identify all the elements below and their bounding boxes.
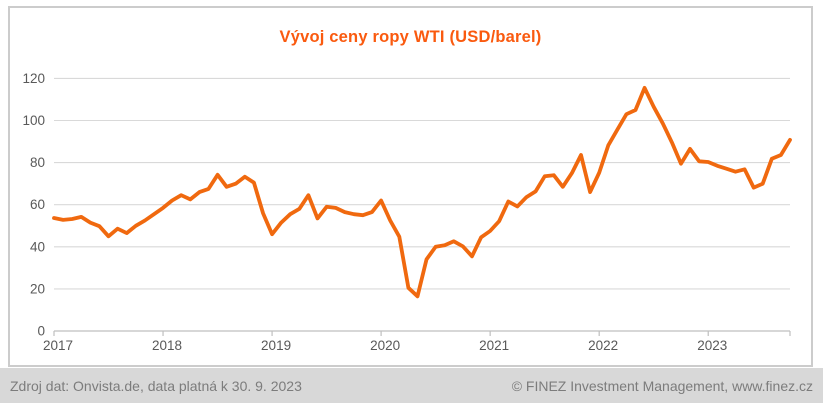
footer-copyright-text: © FINEZ Investment Management, www.finez… bbox=[511, 377, 813, 394]
price-line bbox=[52, 86, 792, 299]
y-axis-tick-label: 80 bbox=[30, 155, 45, 170]
y-axis-tick-label: 40 bbox=[30, 239, 45, 254]
chart-title: Vývoj ceny ropy WTI (USD/barel) bbox=[279, 28, 542, 46]
x-axis-tick-label: 2018 bbox=[152, 338, 182, 353]
x-axis-tick-label: 2017 bbox=[43, 338, 73, 353]
footer-bar: Zdroj dat: Onvista.de, data platná k 30.… bbox=[0, 368, 823, 403]
x-axis-tick-label: 2022 bbox=[588, 338, 618, 353]
y-axis-tick-label: 20 bbox=[30, 281, 45, 296]
x-axis-tick-label: 2019 bbox=[261, 338, 291, 353]
x-axis-tick-label: 2021 bbox=[479, 338, 509, 353]
y-axis-tick-label: 0 bbox=[37, 324, 45, 339]
x-axis-tick-label: 2020 bbox=[370, 338, 400, 353]
y-axis-tick-label: 120 bbox=[22, 71, 45, 86]
chart-card bbox=[8, 6, 813, 367]
x-axis-tick-label: 2023 bbox=[697, 338, 727, 353]
footer-source-text: Zdroj dat: Onvista.de, data platná k 30.… bbox=[10, 377, 302, 394]
y-axis-tick-label: 60 bbox=[30, 197, 45, 212]
y-axis-tick-label: 100 bbox=[22, 113, 45, 128]
